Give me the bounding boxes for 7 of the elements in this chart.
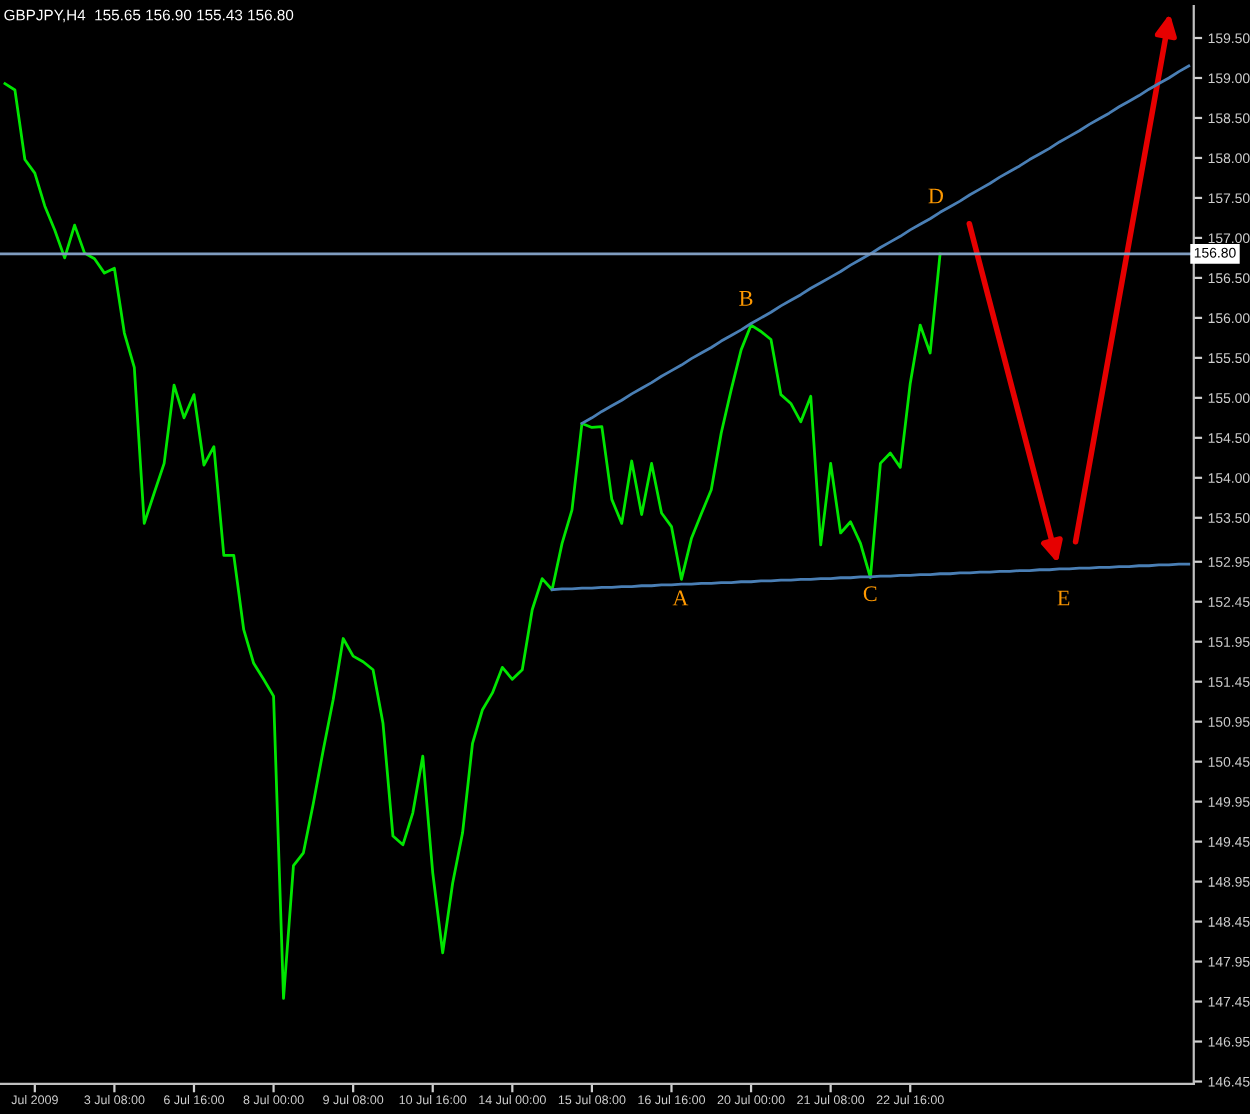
annotation: D (928, 188, 944, 204)
annotation: B (739, 291, 753, 306)
annotation: A (672, 590, 689, 606)
line-series (3, 82, 942, 1000)
annotation: E (1057, 590, 1070, 606)
line-series (580, 64, 1191, 425)
annotation: C (863, 586, 877, 602)
